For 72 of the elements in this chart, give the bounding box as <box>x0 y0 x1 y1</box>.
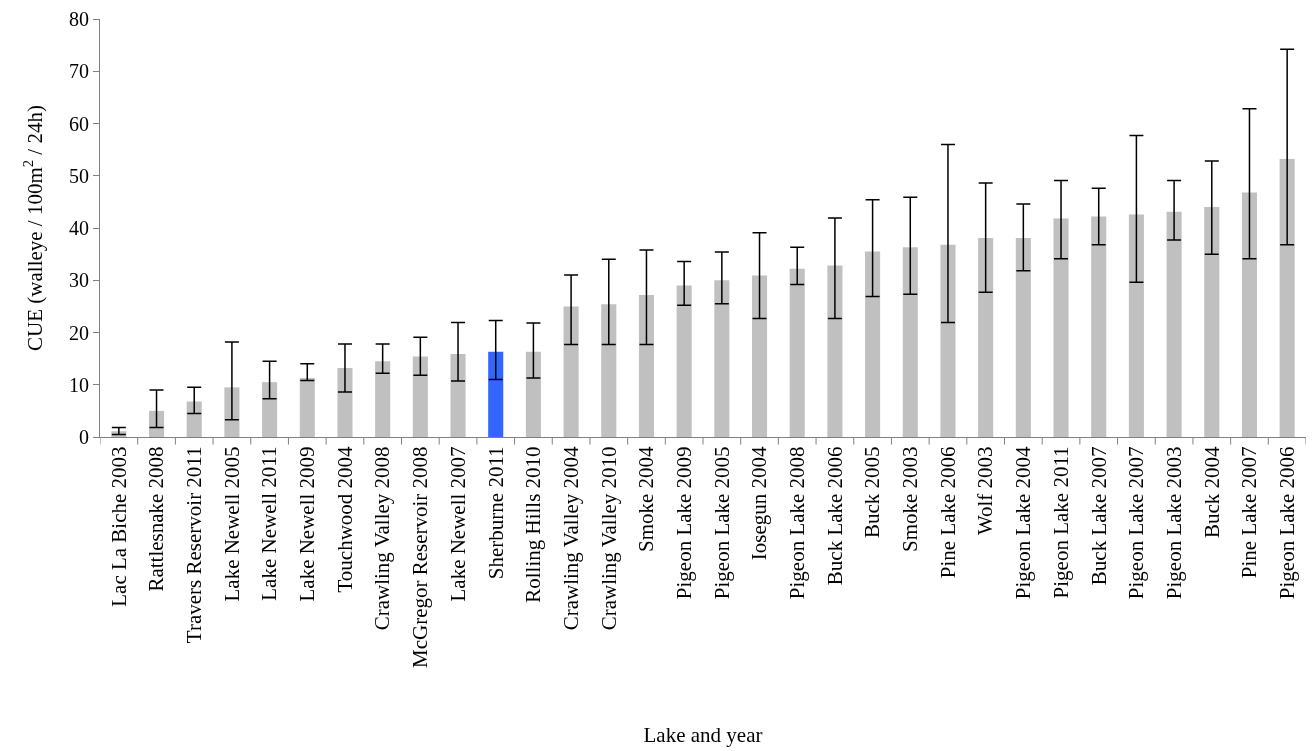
x-tick-label: Buck 2005 <box>860 446 885 538</box>
bar <box>1128 214 1144 437</box>
x-tick-label: Rattlesnake 2008 <box>144 446 169 592</box>
y-tick-label: 0 <box>79 426 89 448</box>
x-tick-label: Buck Lake 2006 <box>822 446 847 586</box>
bar <box>488 351 504 437</box>
x-tick-label: Lake Newell 2009 <box>295 446 320 602</box>
x-tick-label: Buck 2004 <box>1199 445 1224 538</box>
bar <box>563 306 579 437</box>
bar <box>827 265 843 437</box>
bar <box>450 353 466 437</box>
x-tick-label: Pigeon Lake 2006 <box>1274 446 1299 600</box>
x-tick-label: Touchwood 2004 <box>332 445 357 593</box>
bar <box>789 268 805 437</box>
x-tick-label: Smoke 2003 <box>898 446 923 552</box>
x-tick-label: Pigeon Lake 2011 <box>1048 446 1073 599</box>
x-tick-label: Pigeon Lake 2009 <box>671 446 696 600</box>
bar <box>375 361 391 437</box>
bar <box>1015 237 1031 437</box>
x-tick-label: Pine Lake 2007 <box>1237 446 1262 579</box>
bar <box>714 280 730 437</box>
bar <box>299 377 315 437</box>
x-tick-label: Iosegun 2004 <box>747 445 772 561</box>
y-tick-label: 20 <box>69 321 89 344</box>
bar <box>1091 216 1107 437</box>
bar <box>525 351 541 437</box>
bar <box>865 251 881 437</box>
x-tick-label: Smoke 2004 <box>634 445 659 552</box>
bar <box>902 247 918 437</box>
bar <box>1053 218 1069 437</box>
x-tick-label: Crawling Valley 2008 <box>370 446 395 631</box>
x-tick-label: Wolf 2003 <box>973 446 998 536</box>
bar <box>638 294 655 437</box>
bar <box>186 401 202 437</box>
bar <box>1241 192 1258 437</box>
x-tick-label: Rolling Hills 2010 <box>521 446 546 603</box>
x-tick-label: Pine Lake 2006 <box>935 446 960 579</box>
bar <box>940 244 956 437</box>
x-tick-label: Crawling Valley 2004 <box>558 445 583 631</box>
bar <box>601 304 617 437</box>
y-tick-label: 80 <box>69 8 89 30</box>
y-tick-label: 40 <box>69 217 89 239</box>
x-tick-label: Lac La Biche 2003 <box>106 446 131 607</box>
y-tick-label: 30 <box>69 269 89 292</box>
x-tick-label: Lake Newell 2007 <box>445 446 470 602</box>
y-tick-label: 10 <box>69 373 89 396</box>
bar <box>262 382 278 437</box>
x-tick-label: Pigeon Lake 2008 <box>785 446 810 600</box>
x-axis-title: Lake and year <box>643 723 763 748</box>
y-tick-label: 50 <box>69 164 89 187</box>
x-tick-label: Pigeon Lake 2003 <box>1161 446 1186 600</box>
bar <box>676 285 692 437</box>
x-tick-label: Lake Newell 2011 <box>257 446 282 601</box>
bar <box>412 356 428 437</box>
y-tick-label: 70 <box>69 60 89 83</box>
bar <box>337 368 353 437</box>
x-tick-label: McGregor Reservoir 2008 <box>408 446 433 669</box>
x-tick-label: Travers Reservoir 2011 <box>182 446 207 644</box>
x-tick-label: Crawling Valley 2010 <box>596 446 621 631</box>
x-tick-label: Buck Lake 2007 <box>1086 446 1111 586</box>
bar <box>1279 159 1295 437</box>
bar <box>148 410 165 437</box>
x-tick-label: Pigeon Lake 2004 <box>1011 445 1036 600</box>
x-tick-label: Pigeon Lake 2007 <box>1124 446 1149 600</box>
y-tick-label: 60 <box>69 112 89 135</box>
x-tick-label: Sherburne 2011 <box>483 446 508 580</box>
bar <box>1166 211 1182 437</box>
bar <box>978 237 994 437</box>
bar <box>1204 207 1220 437</box>
x-tick-label: Lake Newell 2005 <box>219 446 244 602</box>
bar <box>751 275 768 437</box>
x-tick-label: Pigeon Lake 2005 <box>709 446 734 600</box>
